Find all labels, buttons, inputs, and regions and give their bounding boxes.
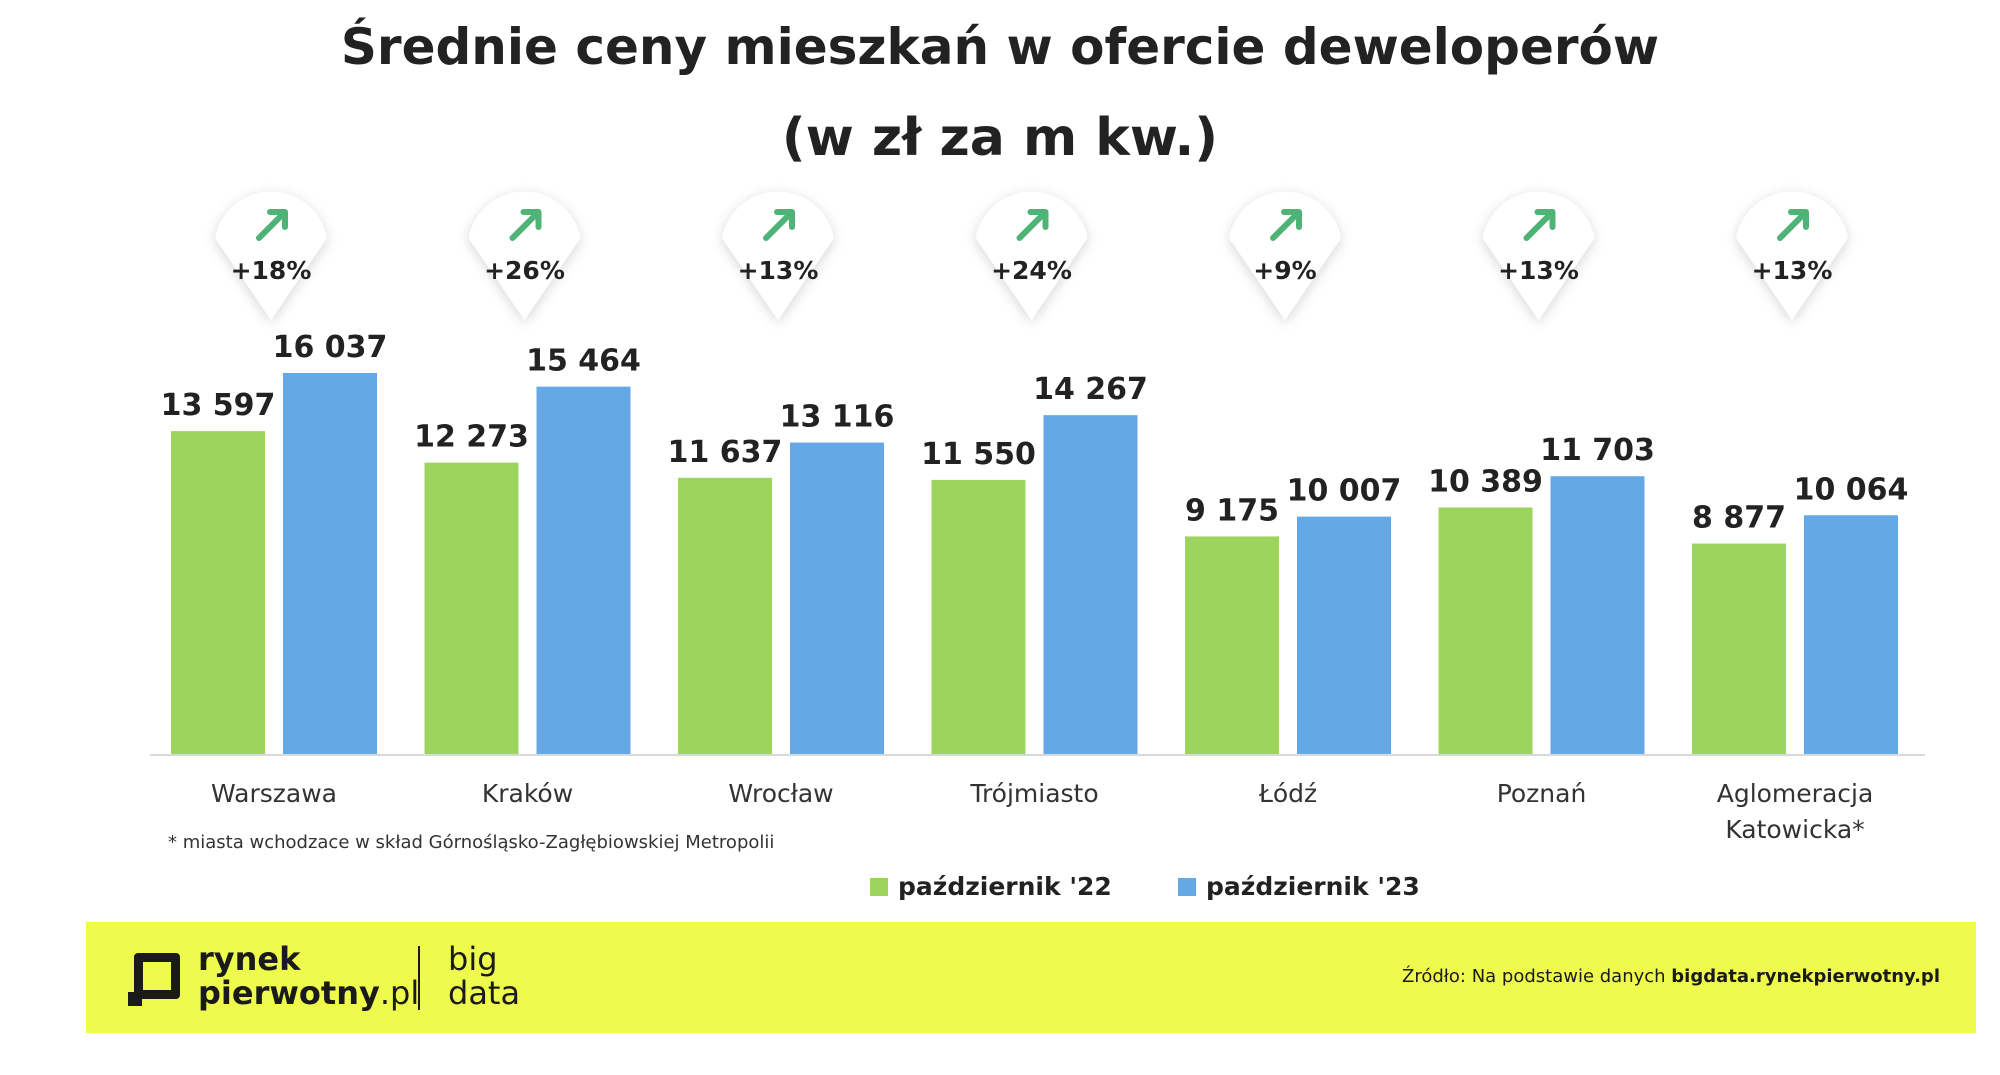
change-badge: +24%: [975, 191, 1088, 320]
legend-swatch-2022: [870, 877, 888, 896]
value-label: 9 175: [1185, 493, 1279, 528]
bar-2023-2: [790, 442, 884, 755]
bigdata-logo-line2: data: [448, 974, 521, 1012]
category-label: Trójmiasto: [969, 779, 1098, 808]
bar-2023-4: [1297, 516, 1391, 755]
bar-2023-1: [536, 386, 631, 755]
footer-divider: [418, 946, 420, 1010]
bar-2022-5: [1438, 507, 1533, 755]
category-label: Kraków: [482, 779, 573, 808]
value-label: 12 273: [414, 420, 529, 455]
value-label: 16 037: [273, 330, 388, 365]
category-label: Wrocław: [728, 779, 833, 808]
legend-item-2023: październik '23: [1178, 872, 1420, 901]
change-badge: +18%: [215, 191, 327, 320]
category-label-line: Wrocław: [728, 779, 833, 808]
value-label: 14 267: [1033, 372, 1148, 407]
arrow-up-right-icon: [509, 209, 542, 241]
category-label: Warszawa: [211, 779, 337, 808]
category-label-line: Łódź: [1258, 779, 1317, 808]
change-label: +13%: [738, 256, 819, 285]
bar-2022-3: [931, 479, 1026, 755]
arrow-up-right-icon: [1523, 209, 1556, 241]
bar-2023-5: [1550, 476, 1645, 755]
brand-name-main: pierwotny: [198, 974, 380, 1012]
change-label: +18%: [231, 256, 312, 285]
arrow-up-right-icon: [1777, 209, 1809, 241]
bar-2022-1: [424, 462, 519, 755]
bar-2022-4: [1185, 536, 1279, 755]
change-label: +24%: [991, 256, 1072, 285]
bar-2022-2: [678, 477, 772, 755]
legend-item-2022: październik '22: [870, 872, 1112, 901]
value-label: 13 597: [161, 388, 276, 423]
legend-label-2022: październik '22: [898, 872, 1112, 901]
value-label: 10 064: [1794, 472, 1909, 507]
change-badge: +9%: [1229, 191, 1341, 320]
change-label: +26%: [484, 256, 565, 285]
source-note: Źródło: Na podstawie danych bigdata.ryne…: [1402, 966, 1940, 987]
change-badge: +13%: [722, 191, 834, 320]
badge-pin-shape: [1482, 191, 1595, 320]
chart-subtitle: (w zł za m kw.): [781, 108, 1219, 168]
category-label-line: Trójmiasto: [969, 779, 1098, 808]
change-label: +13%: [1498, 256, 1579, 285]
badge-pin-shape: [975, 191, 1088, 320]
bar-2023-3: [1043, 415, 1138, 755]
arrow-up-right-icon: [1270, 209, 1302, 241]
value-label: 11 550: [921, 437, 1036, 472]
value-label: 11 703: [1540, 433, 1655, 468]
bar-chart: +18% +26% +13% +24% +9% +13% +13% 13 597 16 037…: [150, 191, 1925, 844]
value-label: 10 389: [1428, 465, 1543, 500]
value-label: 13 116: [780, 400, 895, 435]
category-label: Aglomeracja Katowicka*: [1717, 779, 1874, 844]
legend-swatch-2023: [1178, 877, 1196, 896]
change-badge: +13%: [1736, 191, 1848, 320]
category-label-line: Warszawa: [211, 779, 337, 808]
category-label: Łódź: [1258, 779, 1317, 808]
bar-2022-6: [1692, 543, 1786, 755]
source-domain: bigdata.rynekpierwotny.pl: [1671, 966, 1940, 987]
bar-2023-0: [283, 373, 377, 755]
arrow-up-right-icon: [763, 209, 795, 241]
badge-pin-shape: [468, 191, 581, 320]
value-label: 10 007: [1287, 474, 1402, 509]
change-label: +13%: [1752, 256, 1833, 285]
arrow-up-right-icon: [256, 209, 288, 241]
rynekpierwotny-logo-icon: [128, 953, 180, 1006]
value-label: 15 464: [526, 344, 641, 379]
bar-2023-6: [1804, 515, 1898, 755]
change-badge: +13%: [1482, 191, 1595, 320]
value-label: 8 877: [1692, 501, 1786, 536]
badge-pin-shape: [1229, 191, 1341, 320]
category-label-line: Kraków: [482, 779, 573, 808]
category-label: Poznań: [1497, 779, 1587, 808]
brand-name-line1: rynek: [198, 940, 301, 978]
badge-pin-shape: [1736, 191, 1848, 320]
badge-pin-shape: [722, 191, 834, 320]
badge-pin-shape: [215, 191, 327, 320]
category-label-line: Katowicka*: [1725, 815, 1864, 844]
category-label-line: Aglomeracja: [1717, 779, 1874, 808]
bigdata-logo-line1: big: [448, 940, 498, 978]
chart-title: Średnie ceny mieszkań w ofercie dewelope…: [340, 18, 1660, 76]
category-label-line: Poznań: [1497, 779, 1587, 808]
brand-tld: .pl: [379, 974, 420, 1012]
change-label: +9%: [1253, 256, 1316, 285]
change-badge: +26%: [468, 191, 581, 320]
legend-label-2023: październik '23: [1206, 872, 1420, 901]
value-label: 11 637: [668, 435, 783, 470]
source-prefix: Źródło: Na podstawie danych: [1402, 966, 1672, 987]
footer-banner: rynek pierwotny.pl big data Źródło: Na p…: [86, 922, 1976, 1033]
footnote: * miasta wchodzace w skład Górnośląsko-Z…: [168, 832, 775, 853]
bar-2022-0: [171, 431, 265, 755]
brand-name-line2: pierwotny.pl: [198, 976, 419, 1010]
arrow-up-right-icon: [1016, 209, 1049, 241]
